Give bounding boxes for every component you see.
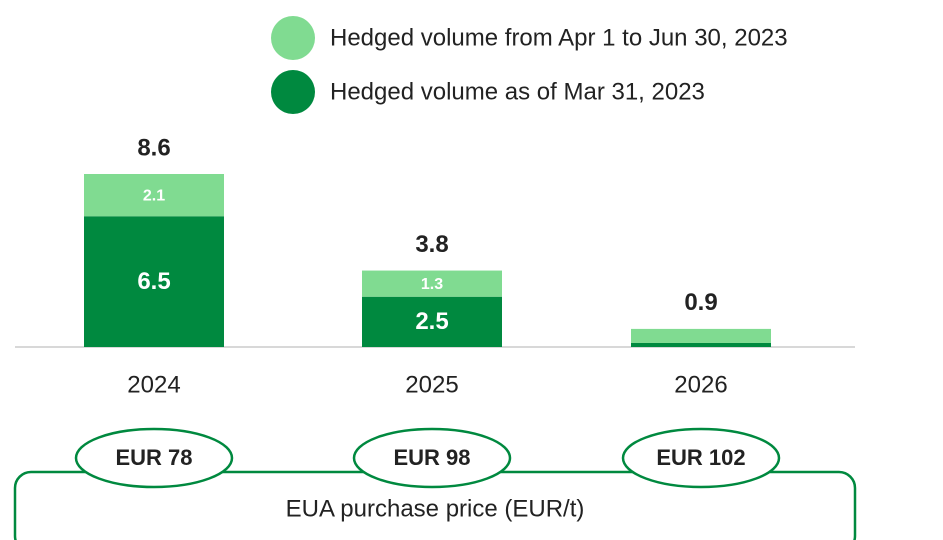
- bar-segment: [84, 174, 224, 217]
- legend-swatch: [271, 70, 315, 114]
- bar-segment: [84, 216, 224, 347]
- price-ellipse: [621, 427, 781, 489]
- bar-segment: [362, 270, 502, 297]
- segment-label: 1.3: [421, 276, 443, 293]
- price-ellipse: [352, 427, 512, 489]
- price-ellipse: [74, 427, 234, 489]
- segment-label: 2.5: [415, 308, 448, 335]
- bar-segment: [362, 296, 502, 347]
- bar-segment: [631, 342, 771, 347]
- x-tick-label: 2026: [674, 371, 727, 398]
- x-tick-label: 2025: [405, 371, 458, 398]
- price-label: EUR 78: [115, 445, 192, 470]
- legend-label: Hedged volume from Apr 1 to Jun 30, 2023: [330, 24, 788, 51]
- legend-swatch: [271, 16, 315, 60]
- x-tick-label: 2024: [127, 371, 180, 398]
- price-label: EUR 98: [393, 445, 470, 470]
- bar-segment: [631, 328, 771, 343]
- legend-label: Hedged volume as of Mar 31, 2023: [330, 78, 705, 105]
- price-label: EUR 102: [656, 445, 745, 470]
- total-label: 0.9: [684, 289, 717, 316]
- total-label: 8.6: [137, 134, 170, 161]
- segment-label: 2.1: [143, 187, 165, 204]
- segment-label: 6.5: [137, 268, 170, 295]
- total-label: 3.8: [415, 231, 448, 258]
- price-caption: EUA purchase price (EUR/t): [286, 495, 585, 522]
